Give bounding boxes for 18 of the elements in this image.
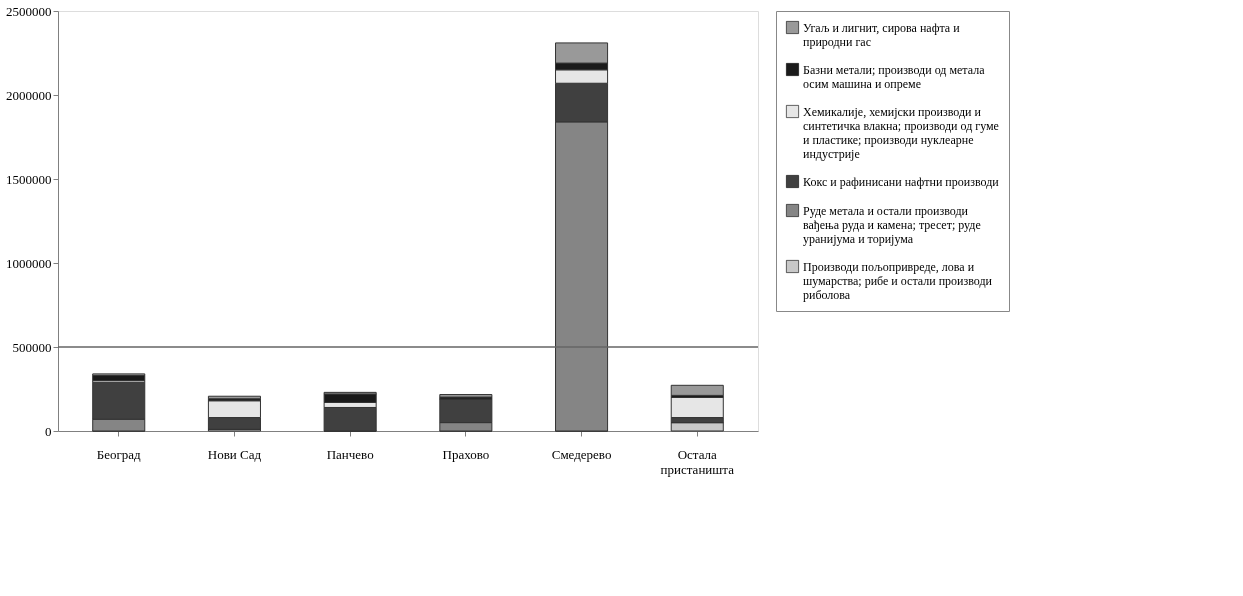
x-tick-label: Београд: [96, 446, 142, 462]
y-tick-label: 0: [45, 423, 52, 439]
x-tick-label: Панчево: [326, 446, 374, 462]
x-tick-label: Прахово: [442, 446, 490, 462]
y-tick-label: 2500000: [6, 3, 52, 19]
x-tick-label: Остала пристаништа: [660, 446, 735, 477]
legend-label: Хемикалије, хемијски производи и синтетичка влакна; производи од гуме и пластике; производи нуклеарне индустрије: [803, 104, 999, 161]
y-tick-label: 500000: [12, 339, 52, 355]
x-tick-label: Нови Сад: [207, 446, 262, 462]
legend-label: Руде метала и остали производи вађења руда и камена; тресет; руде уранијума и торијума: [803, 203, 981, 246]
x-tick-label: Смедерево: [551, 446, 612, 462]
legend-label: Кокс и рафинисани нафтни производи: [803, 174, 1000, 189]
y-tick-label: 1500000: [6, 171, 52, 187]
legend-label: Угаљ и лигнит, сирова нафта и природни гас: [803, 20, 961, 49]
y-tick-label: 1000000: [6, 255, 52, 271]
y-tick-label: 2000000: [6, 87, 52, 103]
legend-label: Производи пољопривреде, лова и шумарства; рибе и остали производи риболова: [803, 259, 993, 302]
legend-label: Базни метали; производи од метала осим машина и опреме: [803, 62, 986, 91]
